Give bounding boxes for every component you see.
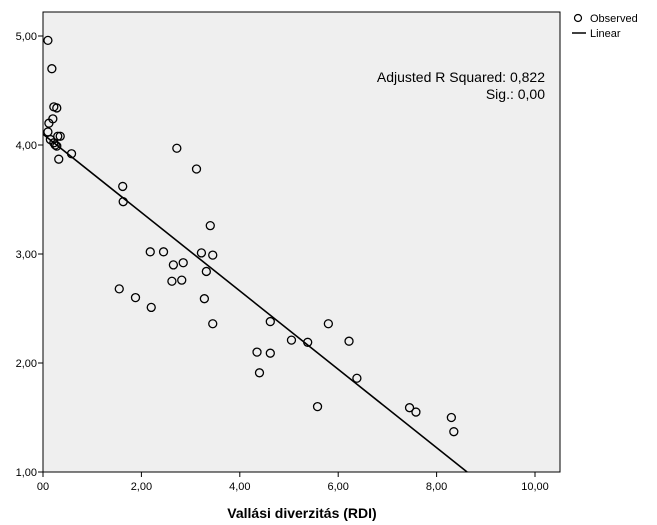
observed-point: [205, 221, 215, 231]
observed-point: [52, 141, 62, 151]
observed-point: [43, 35, 53, 46]
y-axis: 1,00 2,00 3,00 4,00 5,00: [16, 31, 43, 479]
y-tick-label: 3,00: [16, 249, 37, 261]
observed-point: [323, 319, 334, 329]
observed-point: [352, 373, 362, 383]
observed-point: [55, 131, 65, 141]
observed-point: [449, 427, 459, 437]
x-tick-label: 4,00: [229, 481, 250, 493]
observed-point: [254, 368, 265, 378]
observed-point: [178, 258, 188, 268]
observed-point: [145, 247, 155, 257]
observed-point: [286, 335, 297, 345]
observed-point: [172, 143, 182, 153]
observed-point: [252, 347, 262, 357]
observed-point: [44, 118, 54, 128]
observed-point: [208, 250, 218, 260]
observed-point: [196, 248, 207, 258]
observed-point: [114, 284, 124, 294]
plot-area: [42, 11, 561, 473]
x-axis: 00 2,00 4,00 6,00 8,00 10,00: [37, 472, 549, 493]
observed-point: [47, 64, 57, 74]
observed-point: [265, 316, 275, 327]
observed-point: [167, 276, 177, 286]
legend-linear-label: Linear: [590, 28, 621, 40]
x-tick-label: 2,00: [131, 481, 152, 493]
observed-point: [177, 275, 187, 285]
x-axis-label: Vallási diverzitás (RDI): [227, 505, 376, 521]
observed-point: [312, 401, 323, 412]
observed-point: [191, 164, 202, 174]
observed-point: [130, 292, 141, 303]
y-tick-label: 4,00: [16, 140, 37, 152]
observed-point: [446, 412, 457, 423]
observed-point: [118, 181, 128, 192]
y-tick-label: 2,00: [16, 358, 37, 370]
observed-point: [52, 103, 62, 113]
y-tick-label: 1,00: [16, 467, 37, 479]
x-tick-label: 10,00: [521, 481, 549, 493]
observed-point: [50, 140, 60, 150]
r-squared-annotation: Adjusted R Squared: 0,822: [377, 69, 545, 85]
observed-point: [168, 260, 179, 270]
observed-point: [265, 348, 275, 358]
x-tick-label: 00: [37, 481, 49, 493]
observed-point: [201, 266, 211, 277]
observed-point: [208, 319, 218, 329]
x-tick-label: 8,00: [426, 481, 447, 493]
observed-point: [146, 302, 156, 313]
observed-point: [199, 294, 210, 304]
x-tick-label: 6,00: [327, 481, 348, 493]
legend: Observed Linear: [572, 13, 638, 40]
observed-point: [54, 154, 64, 164]
linear-fit-line: [42, 133, 468, 473]
observed-point: [158, 247, 169, 257]
legend-observed-label: Observed: [590, 13, 638, 25]
legend-observed-marker: [573, 13, 583, 23]
y-tick-label: 5,00: [16, 31, 37, 43]
observed-points: [43, 35, 459, 437]
observed-point: [404, 403, 415, 413]
observed-point: [411, 407, 421, 417]
observed-point: [53, 131, 63, 141]
observed-point: [344, 336, 354, 346]
significance-annotation: Sig.: 0,00: [486, 86, 545, 102]
